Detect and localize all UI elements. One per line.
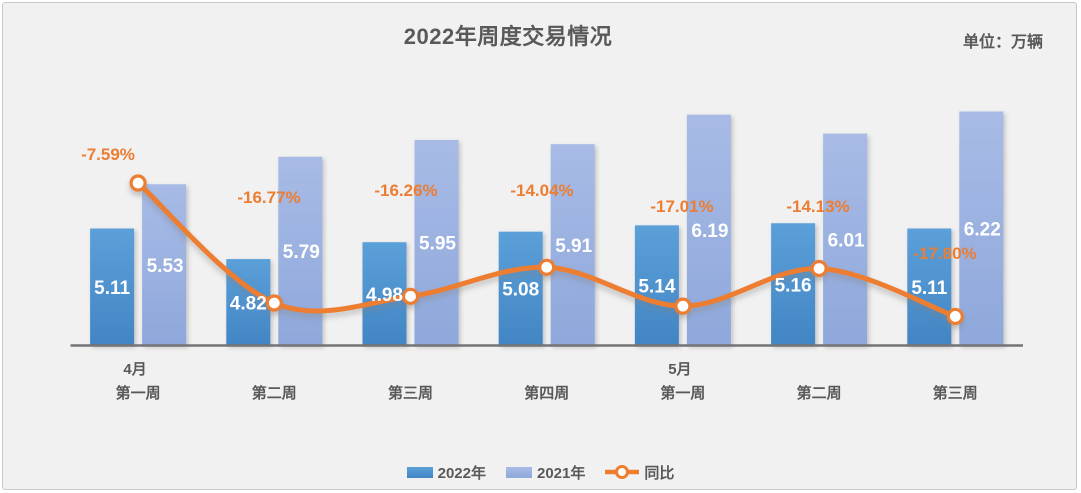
axis-label-week: 第一周: [116, 384, 161, 402]
trend-marker: [129, 174, 147, 192]
trend-marker: [810, 259, 828, 278]
bar-2021: [550, 144, 595, 346]
legend-line-swatch: [605, 465, 640, 479]
bar-2021: [823, 133, 868, 346]
axis-label-week: 第四周: [524, 384, 569, 402]
pct-label: -16.77%: [237, 188, 300, 207]
bar-value-label-2022: 5.16: [775, 275, 812, 296]
trend-line-group: [129, 174, 964, 326]
bar-value-label-2022: 4.98: [366, 285, 403, 306]
trend-marker: [265, 294, 283, 312]
trend-marker: [538, 258, 556, 276]
legend-bar-swatch: [406, 466, 433, 478]
axis-label-week: 第二周: [252, 384, 297, 402]
legend-label: 2022年: [437, 464, 486, 482]
pct-label: -7.59%: [81, 145, 135, 164]
axis-label-week: 第三周: [388, 384, 433, 402]
trend-marker: [674, 297, 692, 315]
pct-label: -16.26%: [374, 181, 437, 200]
pct-label: -14.13%: [786, 197, 849, 216]
legend-item: 同比: [605, 462, 674, 483]
pct-label: -17.80%: [913, 244, 976, 263]
pct-labels: -7.59% -16.77% -16.26% -14.04% -17.01% -14.13…: [81, 145, 977, 263]
axis-label-month: 5月: [668, 361, 691, 378]
bar-2022: [634, 225, 679, 346]
legend-item: 2021年: [505, 462, 586, 483]
unit-label: 单位：万辆: [962, 34, 1043, 51]
bar-value-label-2022: 5.11: [94, 278, 130, 299]
bar-2022: [771, 223, 816, 346]
bar-2021: [959, 111, 1004, 346]
axis-label-week: 第一周: [660, 384, 705, 402]
bar-2022: [907, 228, 952, 346]
bar-2021: [414, 139, 459, 346]
bar-value-labels: 5.11 5.53 4.82 5.79 4.98 5.95 5.08 5.91 5.14 6.19…: [94, 220, 1001, 315]
legend-bar-swatch: [505, 466, 532, 478]
axis-label-week: 第三周: [933, 384, 978, 402]
legend-item: 2022年: [406, 462, 486, 483]
trend-marker: [946, 307, 964, 326]
bars-group: [90, 111, 1004, 346]
axis-label-week: 第二周: [797, 384, 842, 402]
bar-2021: [278, 156, 323, 346]
bar-value-label-2022: 5.11: [911, 278, 947, 299]
legend-label: 2021年: [536, 464, 586, 482]
axis-labels: 第一周 第二周 第三周 第四周 第一周 第二周 第三周 4月 5月: [116, 361, 978, 402]
bar-value-label-2021: 6.01: [828, 231, 865, 252]
bar-value-label-2021: 6.19: [691, 221, 728, 242]
trend-marker: [401, 287, 420, 305]
bar-value-label-2021: 5.53: [147, 256, 184, 277]
bar-value-label-2021: 5.95: [419, 234, 456, 255]
bar-2022: [90, 228, 135, 346]
bar-value-label-2021: 6.22: [964, 220, 1001, 241]
axis-label-month: 4月: [123, 361, 146, 378]
pct-label: -14.04%: [510, 181, 573, 200]
bar-value-label-2022: 4.82: [230, 293, 267, 314]
bar-value-label-2021: 5.91: [555, 236, 592, 257]
legend-label: 同比: [644, 464, 675, 482]
legend: 2022年 2021年 同比: [0, 461, 1081, 483]
bar-value-label-2022: 5.08: [502, 280, 539, 301]
bar-2022: [498, 231, 543, 346]
bar-value-label-2021: 5.79: [283, 242, 320, 263]
bar-2022: [362, 242, 407, 346]
bar-value-label-2022: 5.14: [638, 276, 675, 297]
pct-label: -17.01%: [650, 197, 713, 216]
chart-title: 2022年周度交易情况: [403, 24, 613, 49]
